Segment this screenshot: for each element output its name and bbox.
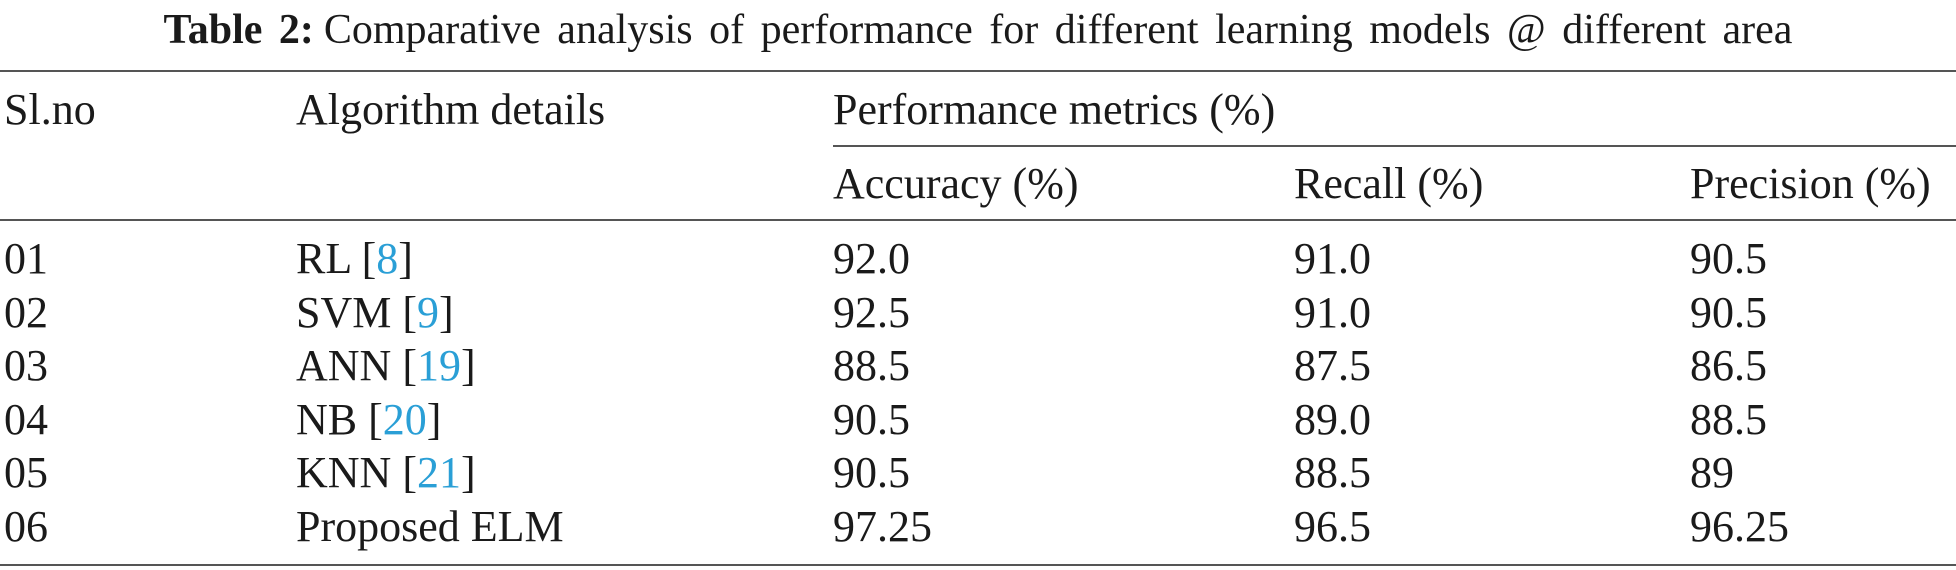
table-cell: 86.5 [1690, 341, 1767, 390]
citation-link[interactable]: 9 [417, 287, 440, 337]
caption-text: Comparative analysis of performance for … [323, 7, 1793, 53]
table-cell: 05 [4, 448, 48, 497]
column-header: Precision (%) [1690, 159, 1931, 208]
header-group: Performance metrics (%) [833, 85, 1276, 134]
algorithm-cell: KNN [21] [296, 448, 476, 497]
column-header: Recall (%) [1294, 159, 1484, 208]
table-cell: 96.25 [1690, 501, 1789, 551]
group-rule [833, 145, 1956, 147]
citation-link[interactable]: 8 [376, 234, 399, 283]
top-rule [0, 70, 1956, 72]
header-cell: Sl.no [4, 85, 96, 134]
algorithm-cell: SVM [9] [296, 287, 454, 337]
table-cell: 88.5 [833, 341, 910, 390]
table-cell: 89.0 [1294, 394, 1371, 444]
table-cell: 88.5 [1294, 448, 1371, 497]
algorithm-cell: ANN [19] [296, 341, 476, 390]
column-header: Accuracy (%) [833, 159, 1079, 208]
table-cell: 90.5 [1690, 234, 1767, 283]
table-cell: 88.5 [1690, 394, 1767, 444]
citation-link[interactable]: 19 [416, 341, 461, 390]
table-cell: 87.5 [1294, 341, 1371, 390]
table-cell: 90.5 [1690, 287, 1767, 337]
table-cell: 06 [4, 501, 48, 551]
table-cell: 04 [4, 394, 48, 444]
citation-link[interactable]: 21 [416, 448, 461, 497]
algorithm-cell: RL [8] [296, 234, 413, 283]
citation-link[interactable]: 20 [382, 394, 427, 444]
caption-label: Table 2: [163, 7, 314, 53]
header-rule [0, 219, 1956, 221]
table-cell: 01 [4, 234, 48, 283]
caption: Table 2: Comparative analysis of performa… [0, 6, 1956, 54]
table-cell: 91.0 [1294, 287, 1371, 337]
table-cell: 97.25 [833, 501, 932, 551]
table-cell: 96.5 [1294, 501, 1371, 551]
bottom-rule [0, 564, 1956, 566]
table-cell: 03 [4, 341, 48, 390]
table-cell: 91.0 [1294, 234, 1371, 283]
header-cell: Algorithm details [296, 85, 606, 134]
table-cell: 90.5 [833, 394, 910, 444]
table-cell: 92.0 [833, 234, 910, 283]
algorithm-cell: NB [20] [296, 394, 442, 444]
table-cell: 89 [1690, 448, 1734, 497]
table-cell: 92.5 [833, 287, 910, 337]
table-cell: 02 [4, 287, 48, 337]
algorithm-cell: Proposed ELM [296, 501, 564, 551]
table-cell: 90.5 [833, 448, 910, 497]
